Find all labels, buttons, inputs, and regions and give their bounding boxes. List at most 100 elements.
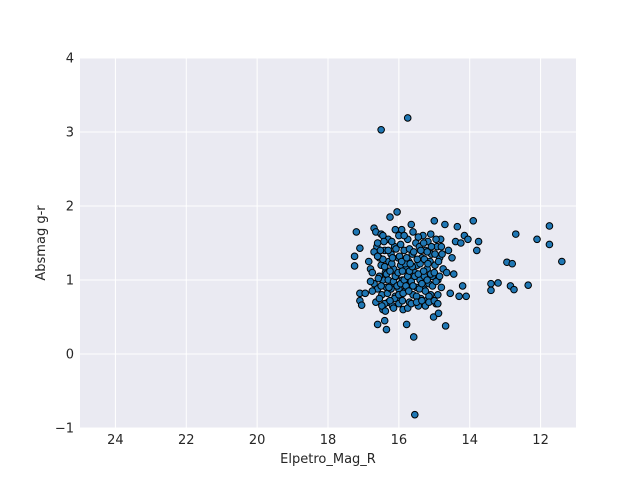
x-tick-label: 14	[461, 433, 478, 448]
data-point	[366, 277, 375, 286]
grid-lines	[80, 57, 576, 429]
data-point	[406, 259, 414, 268]
y-tick-label: 1	[66, 274, 74, 289]
y-tick-label: −1	[55, 422, 74, 437]
data-point	[446, 289, 455, 298]
data-point	[455, 292, 463, 301]
data-point	[377, 282, 385, 290]
data-point	[352, 228, 361, 236]
data-point	[441, 220, 449, 229]
data-point	[429, 313, 438, 321]
data-point	[462, 292, 470, 301]
data-point	[417, 246, 425, 255]
data-point	[350, 252, 359, 261]
y-tick-label: 3	[66, 126, 74, 141]
data-point	[510, 285, 518, 294]
data-point	[437, 283, 446, 292]
data-point	[434, 257, 443, 266]
data-point	[418, 279, 426, 288]
data-point	[400, 231, 408, 240]
data-point	[386, 296, 394, 305]
data-point	[373, 320, 382, 329]
data-point	[409, 333, 418, 341]
data-point	[473, 246, 481, 255]
data-point	[396, 240, 405, 249]
data-point	[388, 253, 397, 262]
data-point	[393, 208, 401, 216]
data-point	[487, 279, 495, 288]
data-point	[545, 240, 554, 249]
data-point	[441, 322, 450, 330]
data-point	[432, 277, 440, 286]
data-point	[453, 222, 462, 231]
data-point	[380, 237, 388, 246]
x-tick-label: 12	[532, 433, 549, 448]
data-points	[350, 114, 566, 419]
data-point	[458, 282, 467, 290]
data-point	[469, 217, 478, 225]
data-point	[404, 287, 413, 295]
data-point	[397, 257, 406, 266]
data-point	[464, 235, 472, 244]
data-point	[413, 255, 422, 264]
data-point	[409, 282, 417, 290]
x-tick-label: 20	[249, 433, 266, 448]
data-point	[402, 253, 411, 262]
data-point	[411, 410, 419, 419]
data-point	[432, 235, 440, 244]
data-point	[380, 262, 389, 271]
data-point	[373, 252, 382, 261]
data-point	[398, 267, 407, 275]
data-point	[558, 257, 566, 266]
data-point	[427, 242, 436, 251]
data-point	[402, 320, 411, 329]
data-point	[392, 245, 400, 253]
data-point	[391, 225, 400, 234]
y-tick-label: 2	[66, 200, 74, 215]
data-point	[381, 307, 390, 315]
data-point	[382, 325, 391, 334]
data-point	[431, 250, 439, 258]
data-point	[426, 230, 435, 238]
data-point	[449, 270, 458, 278]
data-point	[364, 257, 373, 266]
x-tick-label: 24	[107, 433, 124, 448]
data-point	[385, 283, 393, 292]
data-point	[374, 274, 383, 283]
data-point	[508, 259, 517, 268]
y-axis-label: Absmag g-r	[34, 205, 49, 281]
y-tick-label: 0	[66, 348, 74, 363]
data-point	[434, 309, 443, 318]
data-point	[378, 302, 386, 310]
x-tick-labels: 24 22 20 18 16 14 12	[107, 433, 549, 448]
data-point	[524, 281, 532, 289]
data-point	[444, 246, 453, 255]
data-point	[384, 246, 393, 255]
data-point	[421, 287, 430, 295]
x-axis-label: Elpetro_Mag_R	[280, 452, 376, 467]
x-tick-label: 22	[178, 433, 195, 448]
data-point	[494, 279, 502, 287]
data-point	[430, 268, 439, 277]
y-tick-label: 4	[66, 52, 74, 67]
data-point	[435, 272, 444, 281]
data-point	[376, 246, 385, 255]
data-point	[386, 213, 394, 221]
data-point	[434, 291, 442, 299]
data-point	[386, 267, 394, 275]
data-point	[368, 268, 377, 277]
data-point	[511, 230, 520, 238]
data-point	[545, 222, 554, 230]
data-point	[437, 242, 446, 251]
data-point	[474, 237, 483, 246]
data-point	[389, 304, 398, 312]
data-point	[418, 296, 426, 305]
data-point	[414, 233, 423, 241]
data-point	[375, 294, 384, 303]
data-point	[356, 244, 364, 252]
data-point	[419, 239, 428, 247]
data-point	[373, 239, 382, 247]
y-tick-labels: −1 0 1 2 3 4	[55, 52, 74, 437]
data-point	[361, 289, 370, 298]
data-point	[419, 267, 428, 275]
